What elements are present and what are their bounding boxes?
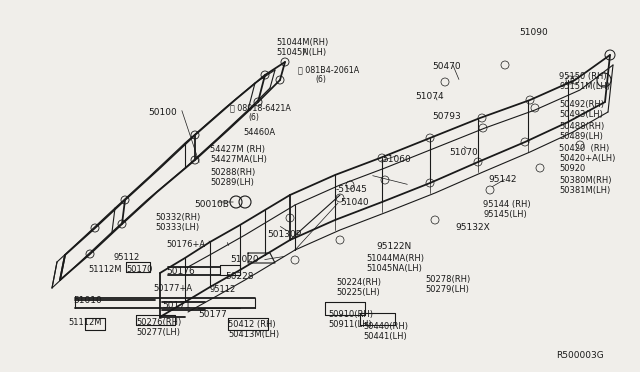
Text: 95122N: 95122N	[376, 242, 412, 251]
Text: 54427M (RH): 54427M (RH)	[210, 145, 265, 154]
Text: 51074: 51074	[415, 92, 444, 101]
Text: 50170: 50170	[126, 265, 152, 274]
Text: 50440(RH): 50440(RH)	[363, 322, 408, 331]
Text: 50488(RH): 50488(RH)	[559, 122, 604, 131]
Text: 50171: 50171	[162, 301, 191, 310]
Text: 50100: 50100	[148, 108, 177, 117]
Text: 50288(RH): 50288(RH)	[210, 168, 255, 177]
Text: -51045: -51045	[336, 185, 368, 194]
Text: R500003G: R500003G	[556, 351, 604, 360]
Text: 95151M(LH): 95151M(LH)	[559, 82, 610, 91]
Text: 50176+A: 50176+A	[166, 240, 205, 249]
Text: 51045N(LH): 51045N(LH)	[276, 48, 326, 57]
Text: 51045NA(LH): 51045NA(LH)	[366, 264, 422, 273]
Text: 95150 (RH): 95150 (RH)	[559, 72, 607, 81]
Text: 95132X: 95132X	[455, 223, 490, 232]
Text: 50412 (RH): 50412 (RH)	[228, 320, 276, 329]
Text: 50380M(RH): 50380M(RH)	[559, 176, 611, 185]
Text: 51070: 51070	[449, 148, 477, 157]
Text: 54427MA(LH): 54427MA(LH)	[210, 155, 267, 164]
Text: 95145(LH): 95145(LH)	[483, 210, 527, 219]
Text: 50333(LH): 50333(LH)	[155, 223, 199, 232]
Text: 50278(RH): 50278(RH)	[425, 275, 470, 284]
Text: 50130P: 50130P	[267, 230, 301, 239]
Text: 50228: 50228	[225, 272, 253, 281]
Text: 50277(LH): 50277(LH)	[136, 328, 180, 337]
Text: (6): (6)	[248, 113, 259, 122]
Text: 50492(RH): 50492(RH)	[559, 100, 604, 109]
Text: 51060: 51060	[382, 155, 411, 164]
Text: 50176: 50176	[166, 267, 195, 276]
Text: 50910(RH): 50910(RH)	[328, 310, 373, 319]
Text: 50441(LH): 50441(LH)	[363, 332, 407, 341]
Text: 95144 (RH): 95144 (RH)	[483, 200, 531, 209]
Text: 50225(LH): 50225(LH)	[336, 288, 380, 297]
Text: (6): (6)	[315, 75, 326, 84]
Text: 51044MA(RH): 51044MA(RH)	[366, 254, 424, 263]
Text: 50420  (RH): 50420 (RH)	[559, 144, 609, 153]
Text: 50177: 50177	[198, 310, 227, 319]
Text: 50793: 50793	[432, 112, 461, 121]
Text: 51112M: 51112M	[68, 318, 102, 327]
Text: 50920: 50920	[559, 164, 585, 173]
Text: 50332(RH): 50332(RH)	[155, 213, 200, 222]
Text: 95112: 95112	[210, 285, 236, 294]
Text: 50489(LH): 50489(LH)	[559, 132, 603, 141]
Text: 54460A: 54460A	[243, 128, 275, 137]
Text: ⒩ 08918-6421A: ⒩ 08918-6421A	[230, 103, 291, 112]
Text: 51112M: 51112M	[88, 265, 122, 274]
Text: 50470: 50470	[432, 62, 461, 71]
Text: 51010: 51010	[73, 296, 102, 305]
Text: 51090: 51090	[519, 28, 548, 37]
Text: 50493(LH): 50493(LH)	[559, 110, 603, 119]
Text: 50224(RH): 50224(RH)	[336, 278, 381, 287]
Text: 51044M(RH): 51044M(RH)	[276, 38, 328, 47]
Text: 50276(RH): 50276(RH)	[136, 318, 181, 327]
Text: 50177+A: 50177+A	[153, 284, 192, 293]
Text: 50911(LH): 50911(LH)	[328, 320, 372, 329]
Text: 50279(LH): 50279(LH)	[425, 285, 469, 294]
Text: 50381M(LH): 50381M(LH)	[559, 186, 611, 195]
Text: 95142: 95142	[488, 175, 516, 184]
Text: 50413M(LH): 50413M(LH)	[228, 330, 279, 339]
Text: 50010B: 50010B	[194, 200, 229, 209]
Text: 51020: 51020	[230, 255, 259, 264]
Text: Ⓑ 081B4-2061A: Ⓑ 081B4-2061A	[298, 65, 359, 74]
Text: 50420+A(LH): 50420+A(LH)	[559, 154, 616, 163]
Text: 51040: 51040	[340, 198, 369, 207]
Text: 50289(LH): 50289(LH)	[210, 178, 254, 187]
Text: 95112: 95112	[114, 253, 140, 262]
